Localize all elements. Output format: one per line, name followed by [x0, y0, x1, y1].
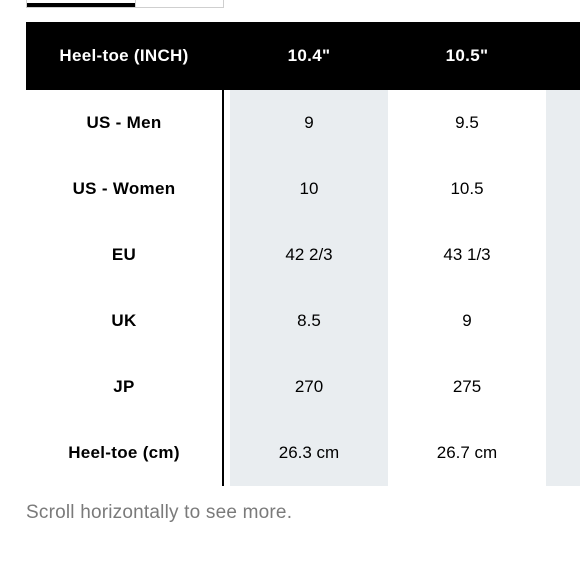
column-shade-3: [546, 90, 580, 486]
scroll-hint: Scroll horizontally to see more.: [26, 502, 293, 523]
table-row: JP 270 275: [26, 354, 580, 420]
unit-toggle[interactable]: [26, 0, 224, 8]
row-value: 10: [299, 179, 319, 198]
size-chart-table[interactable]: Heel-toe (INCH) 10.4" 10.5" US - Men 9 9…: [26, 22, 580, 486]
row-label: US - Men: [86, 113, 162, 132]
unit-toggle-active-option[interactable]: [27, 0, 135, 7]
table-row: US - Women 10 10.5: [26, 156, 580, 222]
header-column-2: 10.5": [445, 46, 489, 65]
label-column-divider: [222, 90, 224, 486]
table-header-row: Heel-toe (INCH) 10.4" 10.5": [26, 22, 580, 90]
row-value: 26.3 cm: [278, 443, 340, 462]
table-row: EU 42 2/3 43 1/3: [26, 222, 580, 288]
unit-toggle-inactive-option[interactable]: [135, 0, 223, 7]
row-label: US - Women: [72, 179, 176, 198]
row-value: 270: [294, 377, 324, 396]
row-value: 9.5: [455, 113, 479, 132]
row-value: 9: [304, 113, 314, 132]
header-column-1: 10.4": [287, 46, 331, 65]
row-value: 26.7 cm: [436, 443, 498, 462]
header-label: Heel-toe (INCH): [59, 46, 189, 65]
row-label: JP: [113, 377, 135, 396]
table-row: Heel-toe (cm) 26.3 cm 26.7 cm: [26, 420, 580, 486]
row-label: Heel-toe (cm): [68, 443, 180, 462]
row-label: EU: [111, 245, 137, 264]
table-row: US - Men 9 9.5: [26, 90, 580, 156]
row-value: 8.5: [297, 311, 321, 330]
row-value: 42 2/3: [285, 245, 333, 264]
row-value: 43 1/3: [443, 245, 491, 264]
row-value: 275: [452, 377, 482, 396]
row-value: 10.5: [450, 179, 484, 198]
column-shade-1: [230, 90, 388, 486]
table-row: UK 8.5 9: [26, 288, 580, 354]
row-value: 9: [462, 311, 472, 330]
row-label: UK: [111, 311, 137, 330]
